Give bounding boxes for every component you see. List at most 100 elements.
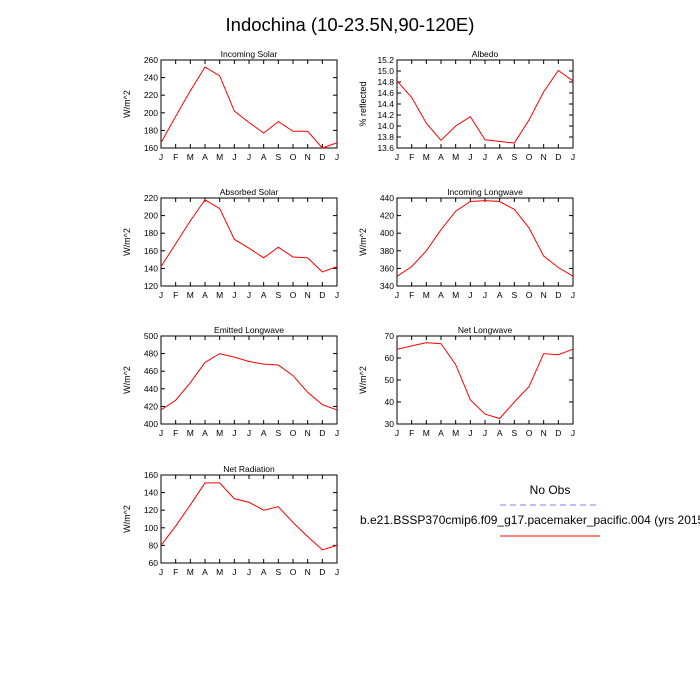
y-axis-label: W/m^2 <box>122 228 132 256</box>
x-tick-label: J <box>159 567 163 577</box>
x-tick-label: J <box>159 290 163 300</box>
x-tick-label: D <box>555 428 561 438</box>
x-tick-label: J <box>571 428 575 438</box>
y-tick-label: 420 <box>380 211 394 221</box>
x-tick-label: J <box>468 290 472 300</box>
x-tick-label: A <box>202 290 208 300</box>
y-tick-label: 200 <box>144 211 158 221</box>
y-tick-label: 160 <box>144 143 158 153</box>
series-line-model <box>396 342 574 420</box>
x-tick-label: O <box>526 152 533 162</box>
y-tick-label: 260 <box>144 55 158 65</box>
x-tick-label: O <box>526 428 533 438</box>
y-tick-label: 140 <box>144 488 158 498</box>
panel-frame <box>396 59 574 149</box>
x-tick-label: M <box>187 152 194 162</box>
x-tick-label: M <box>452 152 459 162</box>
y-tick-label: 140 <box>144 263 158 273</box>
x-tick-label: N <box>305 567 311 577</box>
x-tick-label: A <box>438 152 444 162</box>
x-tick-label: A <box>202 428 208 438</box>
x-tick-label: J <box>395 428 399 438</box>
x-tick-label: S <box>511 428 517 438</box>
panel-albedo: Albedo% reflected13.613.814.014.214.414.… <box>358 49 575 162</box>
x-tick-label: M <box>452 428 459 438</box>
x-tick-label: J <box>335 290 339 300</box>
panel-title: Incoming Solar <box>221 49 278 59</box>
x-tick-label: J <box>159 428 163 438</box>
x-tick-label: S <box>275 290 281 300</box>
y-tick-label: 440 <box>380 193 394 203</box>
y-tick-label: 180 <box>144 125 158 135</box>
y-tick-label: 160 <box>144 246 158 256</box>
y-tick-label: 60 <box>149 558 159 568</box>
x-tick-label: J <box>468 428 472 438</box>
x-tick-label: J <box>247 290 251 300</box>
x-tick-label: J <box>335 152 339 162</box>
x-tick-label: J <box>571 290 575 300</box>
x-tick-label: N <box>305 290 311 300</box>
y-tick-label: 420 <box>144 401 158 411</box>
x-tick-label: F <box>173 567 178 577</box>
y-tick-label: 180 <box>144 228 158 238</box>
x-tick-label: D <box>319 290 325 300</box>
y-tick-label: 400 <box>144 419 158 429</box>
x-tick-label: J <box>247 428 251 438</box>
x-tick-label: M <box>187 290 194 300</box>
y-tick-label: 440 <box>144 384 158 394</box>
x-tick-label: D <box>555 152 561 162</box>
x-tick-label: A <box>497 290 503 300</box>
y-tick-label: 240 <box>144 73 158 83</box>
x-tick-label: J <box>335 567 339 577</box>
y-tick-label: 360 <box>380 263 394 273</box>
x-tick-label: F <box>409 428 414 438</box>
y-tick-label: 480 <box>144 349 158 359</box>
y-tick-label: 200 <box>144 108 158 118</box>
x-tick-label: A <box>261 152 267 162</box>
y-tick-label: 380 <box>380 246 394 256</box>
panel-frame <box>160 474 338 564</box>
y-tick-label: 14.0 <box>377 121 394 131</box>
x-tick-label: J <box>468 152 472 162</box>
y-tick-label: 340 <box>380 281 394 291</box>
y-tick-label: 100 <box>144 523 158 533</box>
x-tick-label: S <box>511 290 517 300</box>
series-line-model <box>160 66 338 149</box>
x-tick-label: M <box>423 428 430 438</box>
x-tick-label: A <box>497 428 503 438</box>
x-tick-label: N <box>541 152 547 162</box>
x-tick-label: F <box>173 290 178 300</box>
y-tick-label: 13.6 <box>377 143 394 153</box>
y-tick-label: 14.2 <box>377 110 394 120</box>
x-tick-label: D <box>555 290 561 300</box>
x-tick-label: F <box>173 152 178 162</box>
y-tick-label: 220 <box>144 90 158 100</box>
x-tick-label: A <box>261 290 267 300</box>
x-tick-label: J <box>483 428 487 438</box>
x-tick-label: D <box>319 152 325 162</box>
x-tick-label: J <box>335 428 339 438</box>
y-axis-label: W/m^2 <box>358 366 368 394</box>
x-tick-label: J <box>232 428 236 438</box>
series-line-model <box>396 69 574 144</box>
y-tick-label: 15.2 <box>377 55 394 65</box>
legend: No Obs b.e21.BSSP370cmip6.f09_g17.pacema… <box>360 483 700 537</box>
x-tick-label: S <box>275 567 281 577</box>
panel-title: Albedo <box>472 49 499 59</box>
y-tick-label: 15.0 <box>377 66 394 76</box>
y-tick-label: 80 <box>149 540 159 550</box>
x-tick-label: N <box>541 290 547 300</box>
x-tick-label: M <box>423 290 430 300</box>
y-tick-label: 70 <box>385 331 395 341</box>
y-tick-label: 14.8 <box>377 77 394 87</box>
x-tick-label: J <box>232 152 236 162</box>
x-tick-label: A <box>438 428 444 438</box>
x-tick-label: J <box>395 290 399 300</box>
panel-emitted-longwave: Emitted Longwave W/m^2 400 420 440 460 480 500 J… <box>122 325 339 438</box>
x-tick-label: J <box>247 567 251 577</box>
